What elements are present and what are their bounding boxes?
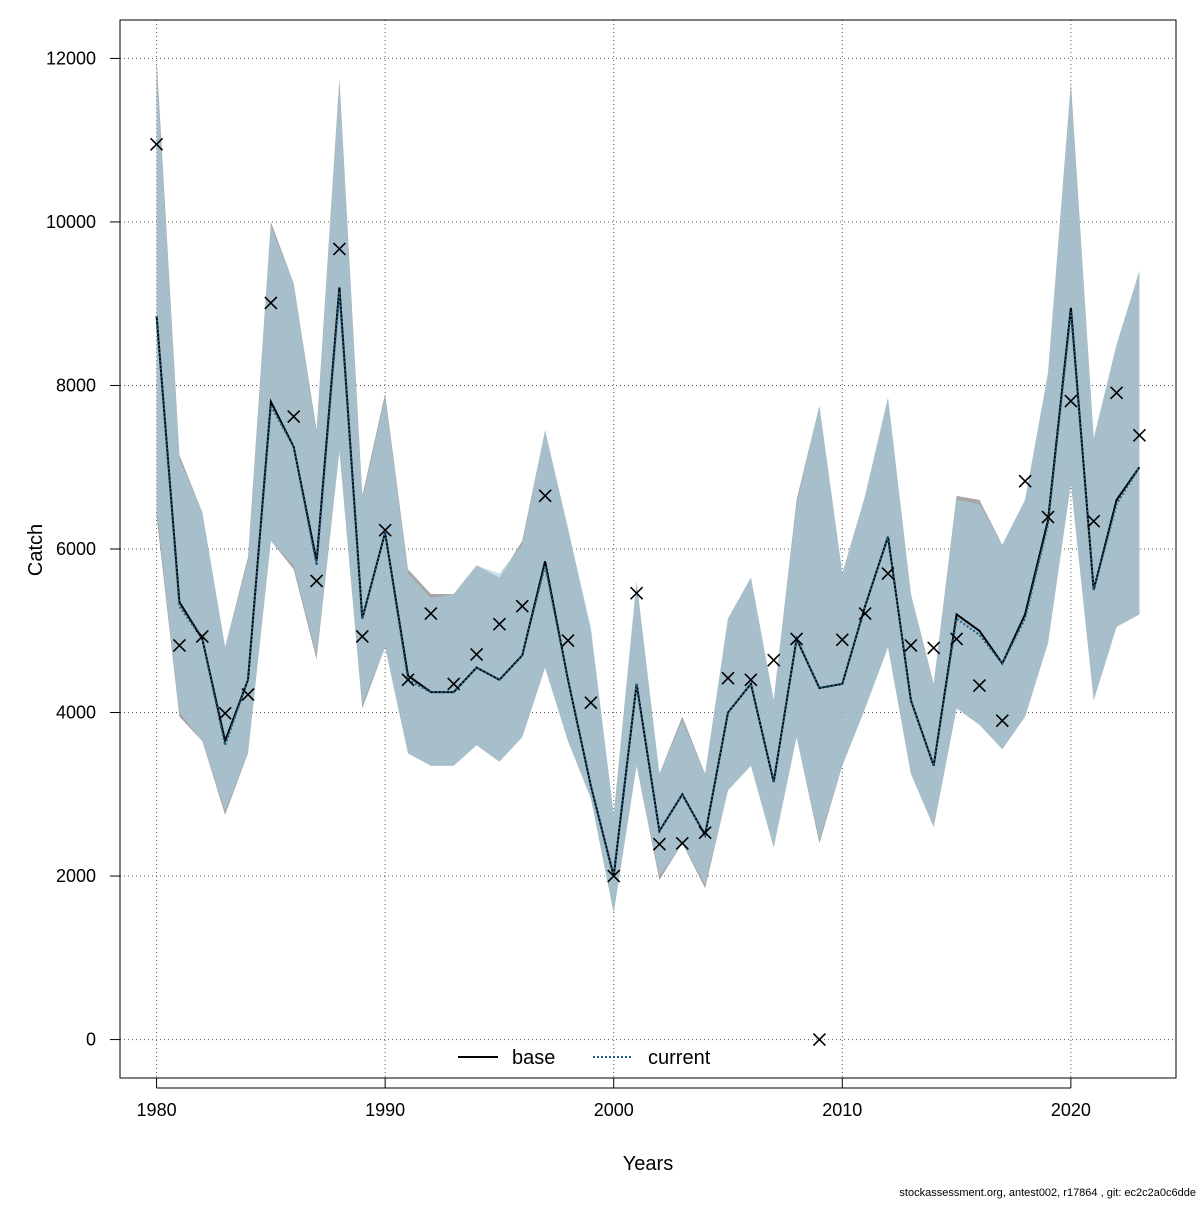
- observed-points: [150, 137, 1146, 1047]
- observed-point: [538, 489, 552, 503]
- observed-point: [1041, 510, 1055, 524]
- observed-point: [378, 523, 392, 537]
- observed-point: [652, 837, 666, 851]
- observed-point: [812, 1033, 826, 1047]
- observed-point: [561, 634, 575, 648]
- x-tick-label: 1990: [365, 1100, 405, 1120]
- x-tick-label: 2020: [1051, 1100, 1091, 1120]
- y-tick-label: 4000: [56, 703, 96, 723]
- observed-point: [698, 826, 712, 840]
- x-axis-title: Years: [623, 1153, 673, 1175]
- observed-point: [1018, 474, 1032, 488]
- observed-point: [630, 586, 644, 600]
- observed-point: [858, 607, 872, 621]
- observed-point: [1110, 386, 1124, 400]
- confidence-band-current: [156, 66, 1140, 913]
- observed-point: [744, 673, 758, 687]
- observed-point: [492, 617, 506, 631]
- observed-point: [881, 566, 895, 581]
- observed-point: [1064, 394, 1078, 408]
- y-tick-label: 6000: [56, 539, 96, 559]
- observed-point: [790, 632, 804, 646]
- y-tick-label: 0: [86, 1030, 96, 1050]
- observed-point: [904, 638, 918, 653]
- y-tick-label: 2000: [56, 866, 96, 886]
- legend-label-base: base: [512, 1047, 555, 1069]
- observed-point: [401, 673, 415, 687]
- x-tick-label: 1980: [137, 1100, 177, 1120]
- observed-point: [218, 706, 232, 720]
- observed-point: [675, 836, 689, 850]
- observed-point: [355, 629, 369, 644]
- legend-label-current: current: [648, 1047, 711, 1069]
- observed-point: [150, 137, 164, 151]
- x-tick-label: 2010: [822, 1100, 862, 1120]
- observed-point: [310, 574, 324, 588]
- observed-point: [1087, 514, 1101, 528]
- series-lines: [155, 287, 1141, 877]
- observed-point: [835, 633, 849, 647]
- observed-point: [195, 629, 209, 644]
- observed-point: [447, 677, 461, 691]
- confidence-bands: [156, 58, 1140, 913]
- observed-point: [241, 687, 255, 702]
- observed-point: [607, 869, 621, 883]
- observed-point: [172, 638, 186, 653]
- y-axis-title: Catch: [25, 524, 47, 576]
- y-tick-label: 10000: [46, 212, 96, 232]
- x-tick-label: 2000: [594, 1100, 634, 1120]
- observed-point: [767, 653, 781, 667]
- y-tick-label: 8000: [56, 375, 96, 395]
- axes: 1980 1990 2000 2010 2020 0 2000 4000 6000 8000 100…: [46, 48, 1091, 1120]
- series-line-current: [155, 291, 1141, 877]
- observed-point: [287, 409, 301, 424]
- observed-point: [332, 242, 346, 256]
- observed-point: [927, 641, 941, 655]
- observed-point: [1132, 428, 1146, 442]
- observed-point: [515, 599, 529, 613]
- observed-point: [264, 296, 278, 310]
- observed-point: [995, 714, 1009, 728]
- legend: base current: [458, 1047, 711, 1069]
- observed-point: [470, 647, 484, 662]
- footer-note: stockassessment.org, antest002, r17864 ,…: [899, 1187, 1196, 1199]
- y-tick-label: 12000: [46, 48, 96, 68]
- observed-point: [584, 696, 598, 710]
- observed-point: [424, 607, 438, 621]
- observed-point: [721, 671, 735, 685]
- observed-point: [950, 632, 964, 646]
- observed-point: [972, 678, 986, 693]
